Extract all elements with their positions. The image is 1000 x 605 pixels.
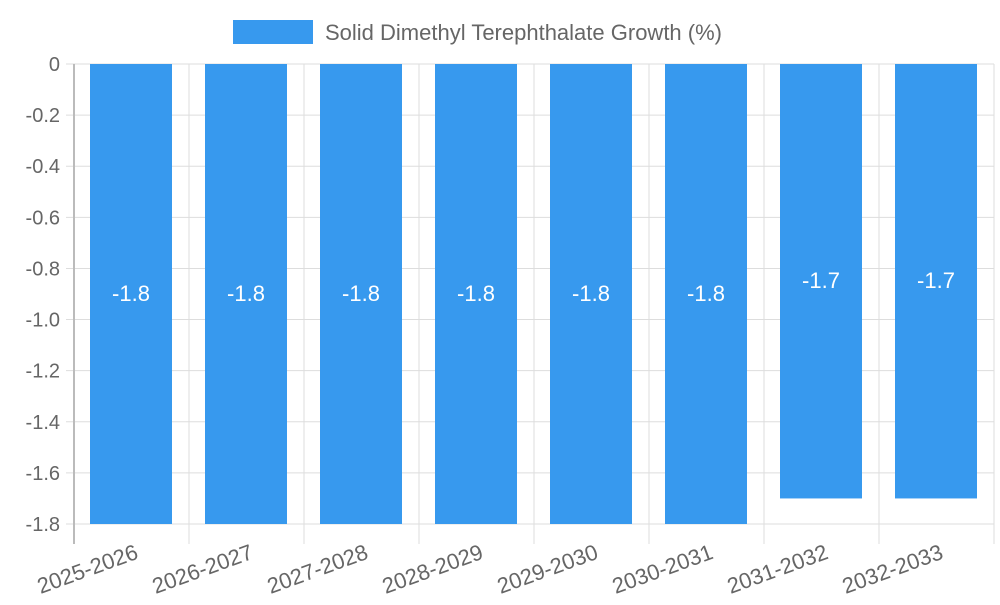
data-label: -1.8	[342, 281, 380, 306]
x-tick-label: 2031-2032	[724, 539, 831, 598]
x-tick-label: 2026-2027	[149, 539, 256, 598]
y-tick-label: 0	[49, 54, 60, 76]
bar	[550, 64, 632, 524]
legend-label: Solid Dimethyl Terephthalate Growth (%)	[325, 20, 722, 45]
data-label: -1.8	[112, 281, 150, 306]
bar	[665, 64, 747, 524]
legend-swatch	[233, 20, 313, 44]
data-label: -1.8	[227, 281, 265, 306]
x-tick-label: 2029-2030	[494, 539, 601, 598]
y-tick-label: -1.8	[26, 514, 60, 536]
legend[interactable]: Solid Dimethyl Terephthalate Growth (%)	[233, 20, 722, 45]
y-tick-label: -1.4	[26, 412, 60, 434]
data-label: -1.7	[917, 268, 955, 293]
y-tick-label: -1.0	[26, 310, 60, 332]
bar	[435, 64, 517, 524]
y-tick-label: -0.2	[26, 105, 60, 127]
x-tick-label: 2027-2028	[264, 539, 371, 598]
y-tick-label: -1.6	[26, 463, 60, 485]
x-tick-label: 2028-2029	[379, 539, 486, 598]
x-tick-label: 2025-2026	[34, 539, 141, 598]
bar	[90, 64, 172, 524]
y-tick-label: -1.2	[26, 361, 60, 383]
y-tick-label: -0.4	[26, 156, 60, 178]
data-label: -1.7	[802, 268, 840, 293]
bar	[895, 64, 977, 499]
data-label: -1.8	[687, 281, 725, 306]
y-tick-label: -0.6	[26, 207, 60, 229]
bar	[780, 64, 862, 499]
data-label: -1.8	[457, 281, 495, 306]
x-tick-label: 2030-2031	[609, 539, 716, 598]
data-label: -1.8	[572, 281, 610, 306]
x-tick-label: 2032-2033	[839, 539, 946, 598]
bar	[205, 64, 287, 524]
y-tick-label: -0.8	[26, 258, 60, 280]
bar	[320, 64, 402, 524]
